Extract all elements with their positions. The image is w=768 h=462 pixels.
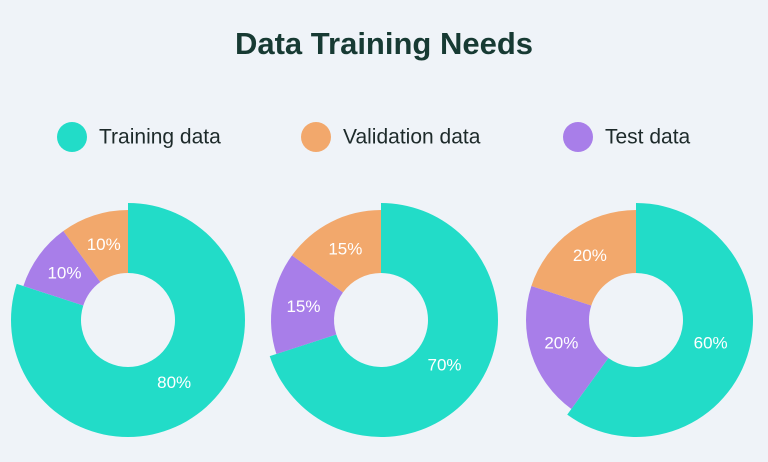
chart-title: Data Training Needs xyxy=(235,26,533,61)
donut-segment xyxy=(525,286,609,409)
value-label: 80% xyxy=(157,373,191,392)
legend-label: Validation data xyxy=(343,126,481,149)
donut-segment xyxy=(531,210,636,306)
legend-label: Test data xyxy=(605,126,691,149)
value-label: 20% xyxy=(573,246,607,265)
value-label: 15% xyxy=(286,297,320,316)
value-label: 70% xyxy=(427,356,461,375)
donut-segment xyxy=(567,203,754,438)
donut-segment xyxy=(23,231,101,306)
donut-segment xyxy=(271,255,343,354)
donut-segment xyxy=(292,210,381,293)
donut-segment xyxy=(63,210,128,282)
legend-swatch xyxy=(563,122,593,152)
value-label: 60% xyxy=(694,334,728,353)
value-label: 20% xyxy=(544,334,578,353)
legend-swatch xyxy=(57,122,87,152)
donut-segment xyxy=(10,203,245,438)
value-label: 10% xyxy=(87,235,121,254)
legend-label: Training data xyxy=(99,126,221,149)
legend-swatch xyxy=(301,122,331,152)
donut-segment xyxy=(269,203,498,437)
value-label: 15% xyxy=(328,240,362,259)
value-label: 10% xyxy=(47,263,81,282)
